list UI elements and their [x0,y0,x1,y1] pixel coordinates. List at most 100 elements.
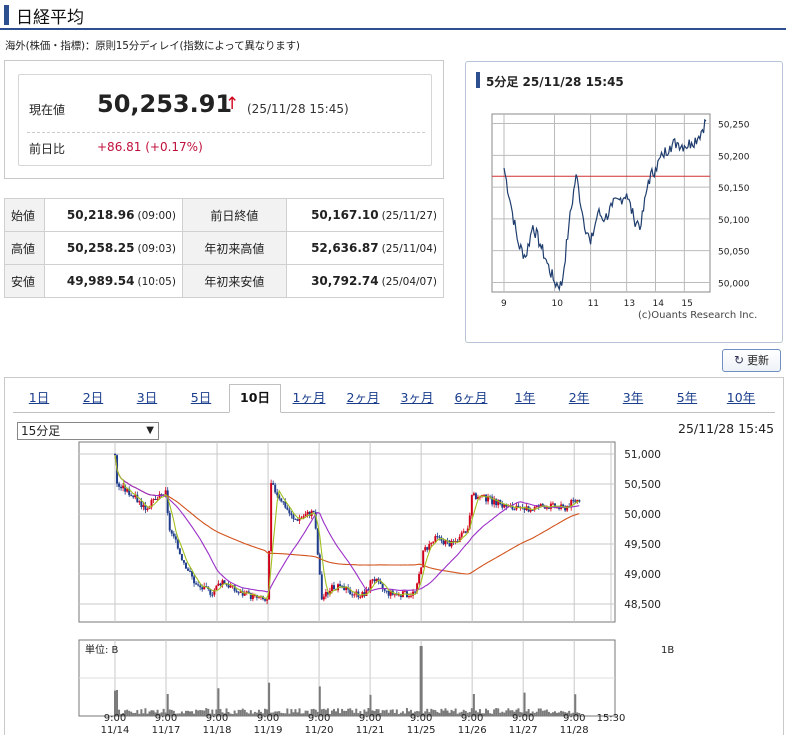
volume-bar [537,708,540,716]
price-y-tick-label: 51,000 [624,449,661,461]
candle-body [114,454,116,456]
candle-body [136,494,139,503]
x-tick-time: 9:00 [461,713,483,724]
volume-bar [243,709,246,716]
volume-bar [367,708,370,716]
volume-bar [257,709,260,716]
volume-bar [476,712,479,716]
candle-body [414,591,417,593]
volume-bar [527,708,530,716]
tab-period-3[interactable]: 3日 [136,390,158,405]
tab-period-10[interactable]: 1年 [514,390,536,405]
high-value: 50,258.25 [66,241,135,255]
volume-bar [335,711,338,716]
candle-body [474,493,477,500]
candle-body [420,567,423,575]
volume-bar [306,710,309,716]
tab-period-9[interactable]: 6ヶ月 [454,390,488,405]
tab-period-11[interactable]: 2年 [568,390,590,405]
tab-period-5[interactable]: 10日 [229,384,281,413]
candle-body [176,539,179,549]
candle-body [399,594,402,598]
candle-body [422,550,425,568]
tab-period-7[interactable]: 2ヶ月 [346,390,380,405]
volume-bar [341,708,344,716]
volume-bar [373,711,376,716]
mini-y-tick-label: 50,050 [718,248,750,258]
candle-body [468,515,471,529]
volume-bar [209,713,212,716]
tab-period-6[interactable]: 1ヶ月 [292,390,326,405]
volume-bar [529,713,532,716]
volume-bar [286,708,289,716]
candle-body [284,501,287,508]
refresh-label: 更新 [747,354,770,367]
candle-body [432,541,435,543]
volume-bar [355,708,358,716]
candle-body [369,580,372,590]
candle-body [118,483,121,487]
volume-bar [270,712,273,716]
volume-bar [328,713,331,716]
volume-bar [343,710,346,716]
low-time: (10:05) [137,276,176,288]
tab-period-12[interactable]: 3年 [622,390,644,405]
candle-body [511,505,514,510]
volume-bar [272,712,275,716]
candle-body [142,505,145,507]
candle-body [418,574,421,584]
volume-bar [351,710,354,716]
volume-bar [572,712,575,716]
ythigh-cell: 52,636.87 (25/11/04) [285,231,445,265]
volume-bar [231,713,234,716]
volume-bar [292,712,295,716]
tab-period-4[interactable]: 5日 [190,390,212,405]
interval-select[interactable]: 15分足 ▼ [17,422,159,440]
candle-body [278,495,281,499]
x-tick-date: 11/21 [356,725,385,736]
ytlow-label: 年初来安値 [181,264,287,298]
candle-body [452,540,455,542]
candle-body [191,571,194,577]
candle-body [403,591,406,593]
volume-bar [253,711,256,716]
volume-bar [166,694,169,716]
x-tick-time: 9:00 [104,713,126,724]
candle-body [316,528,319,555]
volume-bar [531,711,534,716]
x-tick-time: 9:00 [155,713,177,724]
volume-bar [330,710,333,716]
volume-bar [483,713,486,716]
tab-period-8[interactable]: 3ヶ月 [400,390,434,405]
tab-period-1[interactable]: 1日 [28,390,50,405]
refresh-button[interactable]: ↻ 更新 [722,349,781,372]
main-x-axis: 9:0011/149:0011/179:0011/189:0011/199:00… [101,713,626,736]
candle-body [251,595,254,600]
change-label: 前日比 [29,142,66,156]
candle-body [312,510,315,513]
volume-bar [349,708,352,716]
candle-body [282,501,285,503]
volume-bar [318,686,321,716]
candle-body [539,504,542,508]
volume-bar [154,712,157,716]
volume-bar [278,711,281,716]
volume-bar [424,711,427,716]
candle-body [193,576,196,584]
tab-period-2[interactable]: 2日 [82,390,104,405]
volume-bar [140,709,143,716]
tab-period-13[interactable]: 5年 [676,390,698,405]
tab-period-14[interactable]: 10年 [726,390,756,405]
candle-body [531,509,534,511]
volume-bar [203,710,206,716]
open-cell: 50,218.96 (09:00) [44,198,183,232]
volume-bar [124,710,127,716]
candle-body [389,590,392,596]
candle-body [211,594,214,596]
volume-bar [136,710,139,716]
candle-body [562,504,565,507]
volume-bar [304,710,307,716]
volume-bar [432,709,435,716]
candle-body [570,500,573,508]
volume-max-label: 1B [661,645,674,656]
